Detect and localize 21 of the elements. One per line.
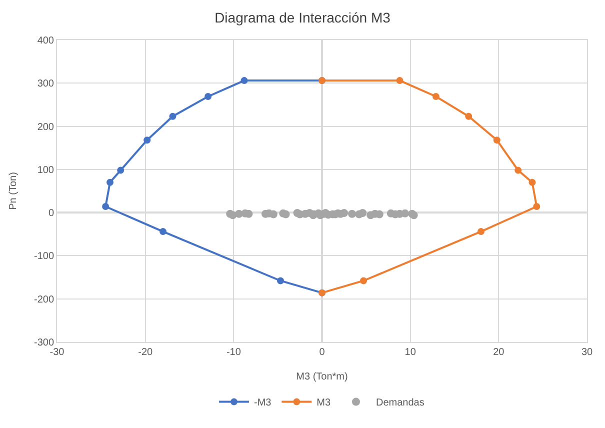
y-tick-label: 100: [37, 164, 54, 176]
legend-label: Demandas: [376, 398, 424, 409]
y-tick-label: -200: [34, 294, 54, 306]
y-tick-label: 200: [37, 122, 54, 133]
x-tick-label: 0: [319, 347, 326, 358]
legend-label: -M3: [254, 398, 272, 409]
x-tick-label: 30: [581, 347, 593, 358]
y-tick-label: 400: [37, 36, 54, 46]
x-tick-label: -30: [50, 347, 65, 358]
x-axis-title: M3 (Ton*m): [296, 372, 348, 382]
legend-label: M3: [316, 398, 331, 409]
x-tick-label: 10: [404, 347, 416, 358]
x-tick-label: -20: [138, 347, 153, 358]
x-tick-label: 20: [493, 347, 505, 358]
y-tick-label: 300: [37, 78, 54, 90]
y-tick-label: -300: [34, 338, 54, 348]
y-tick-label: 0: [48, 208, 54, 220]
x-tick-label: -10: [226, 347, 242, 358]
chart-title: Diagrama de Interacción M3: [214, 10, 391, 26]
y-axis-title: Pn (Ton): [8, 172, 19, 210]
y-tick-label: -100: [34, 251, 54, 262]
